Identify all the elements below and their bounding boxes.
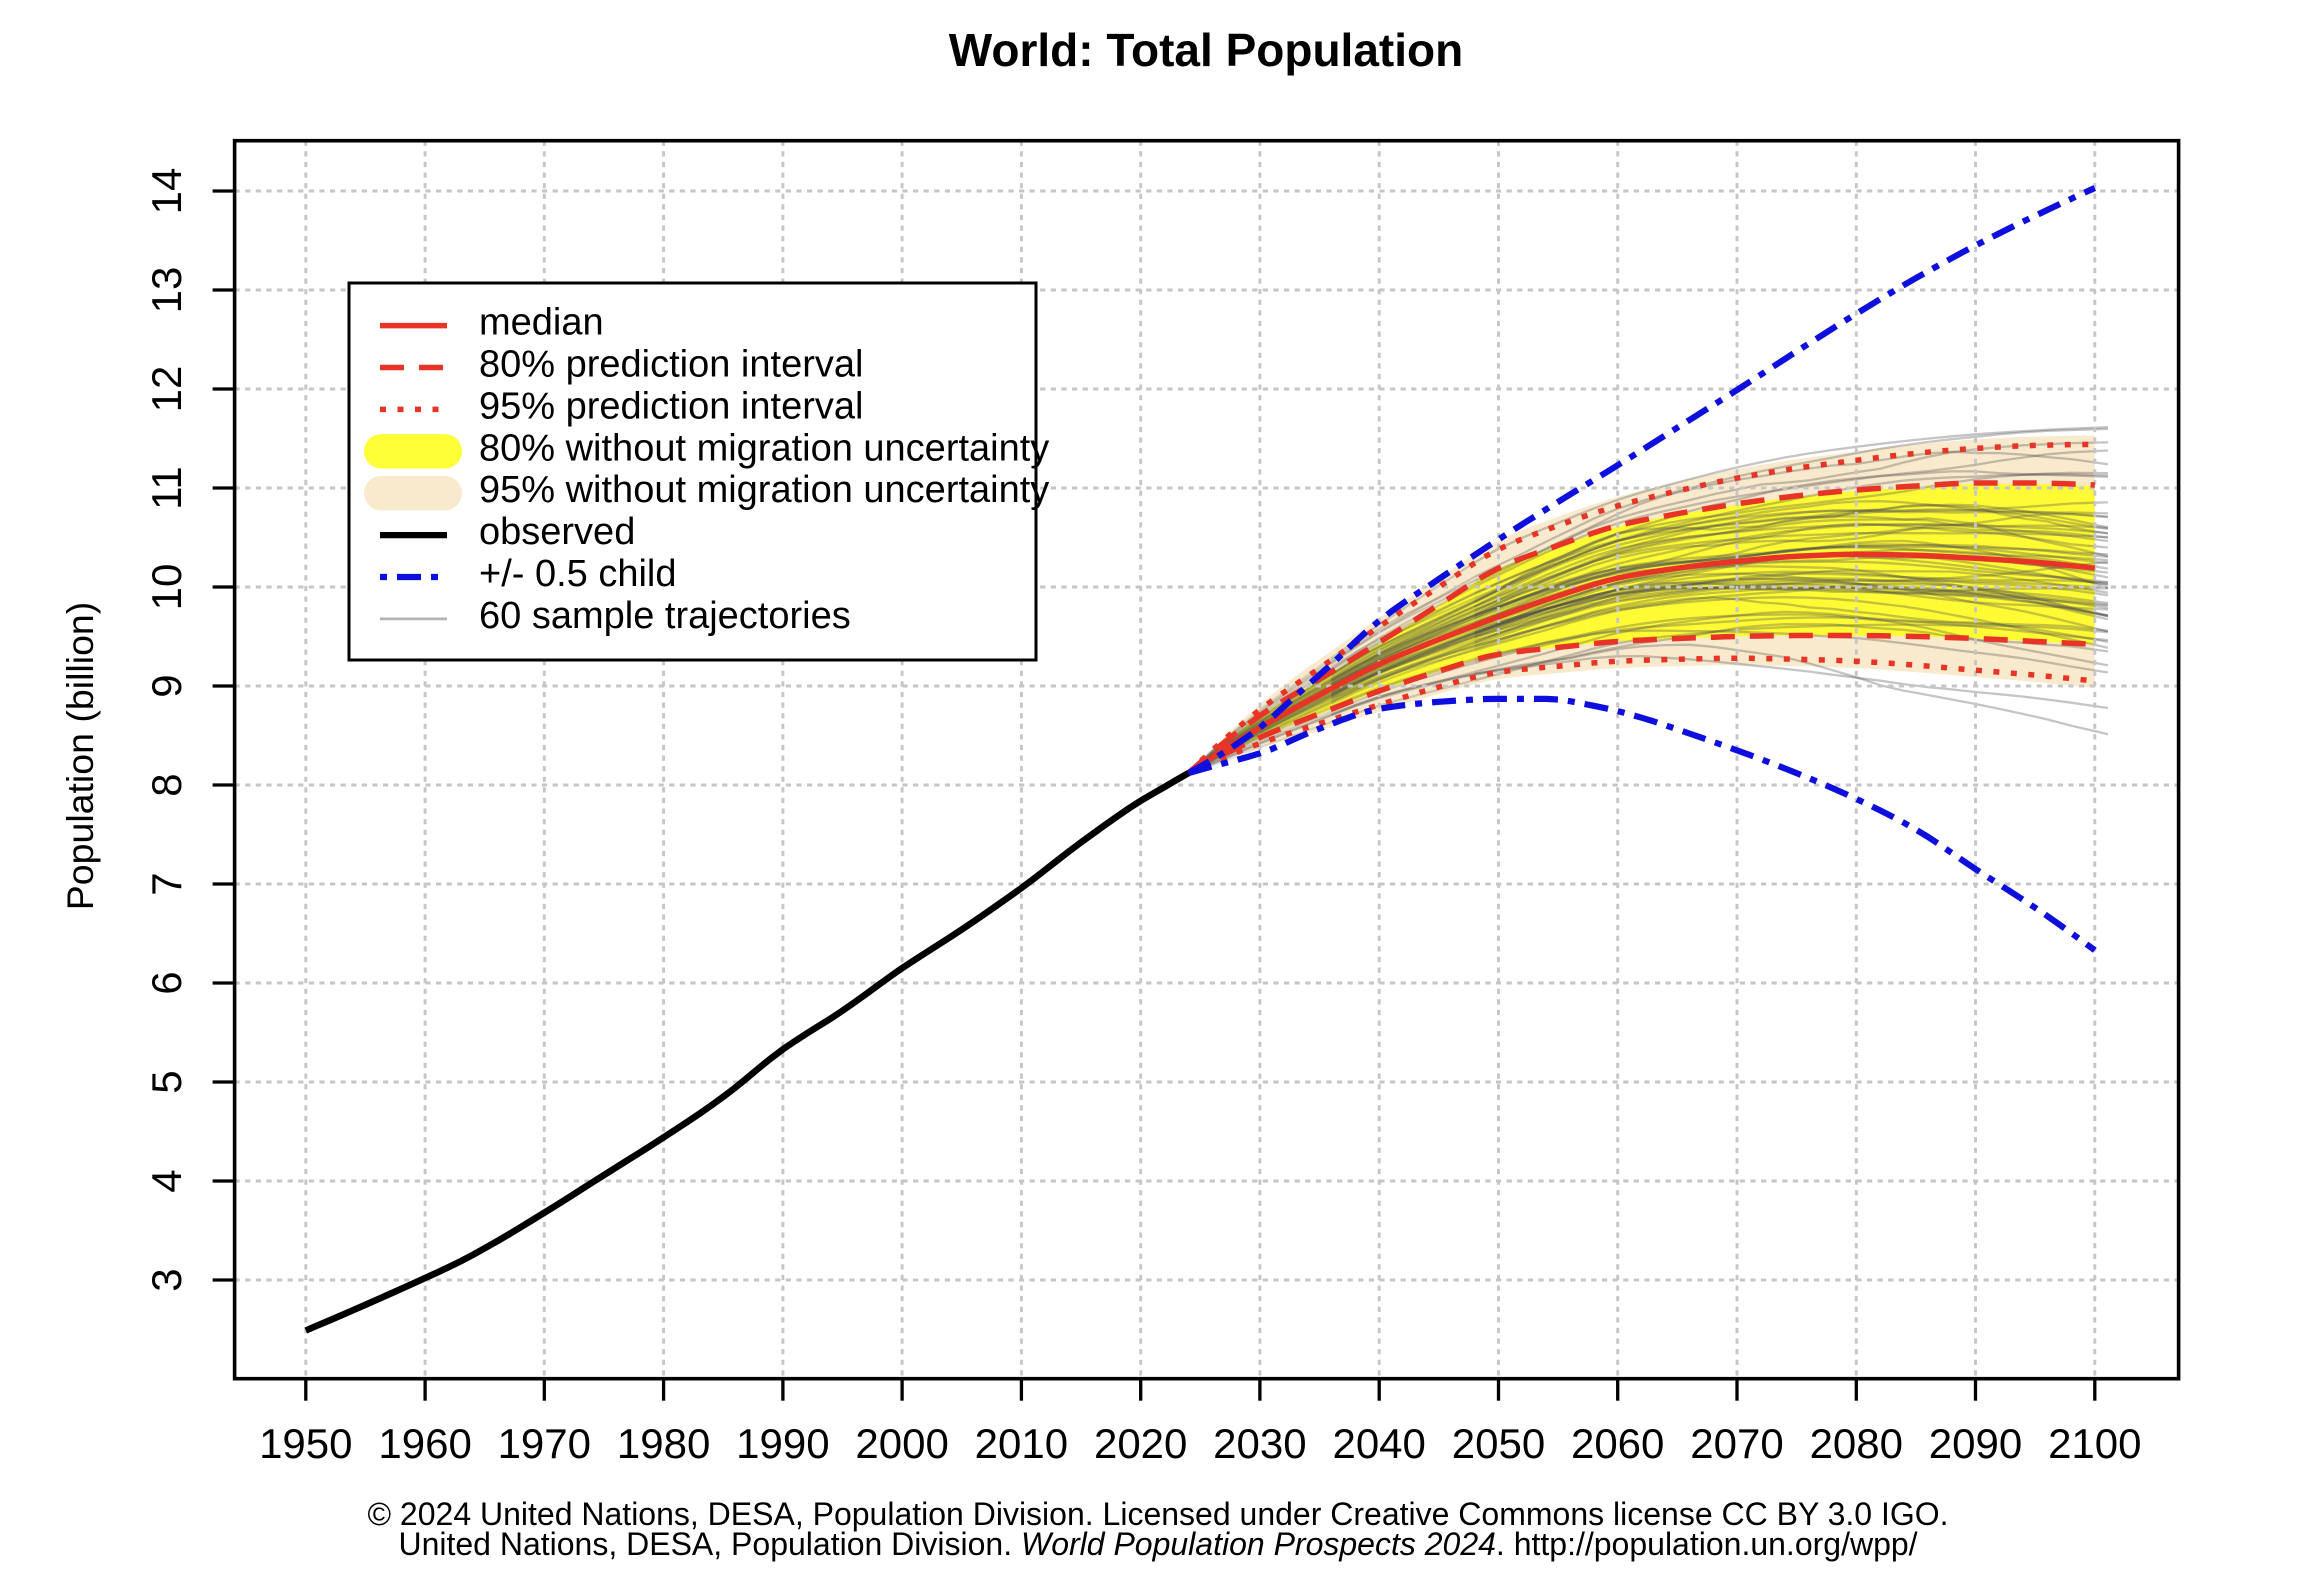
- svg-text:1950: 1950: [259, 1420, 352, 1467]
- svg-text:2060: 2060: [1571, 1420, 1664, 1467]
- svg-text:2050: 2050: [1452, 1420, 1545, 1467]
- svg-text:median: median: [479, 302, 604, 344]
- svg-text:2090: 2090: [1929, 1420, 2022, 1467]
- svg-text:2070: 2070: [1690, 1420, 1783, 1467]
- svg-text:2040: 2040: [1332, 1420, 1425, 1467]
- svg-text:7: 7: [143, 872, 190, 895]
- svg-text:8: 8: [143, 773, 190, 796]
- svg-text:2000: 2000: [855, 1420, 948, 1467]
- svg-text:observed: observed: [479, 511, 635, 553]
- svg-text:1980: 1980: [617, 1420, 710, 1467]
- svg-text:12: 12: [143, 366, 190, 413]
- svg-text:10: 10: [143, 564, 190, 611]
- svg-text:95% without migration uncertai: 95% without migration uncertainty: [479, 469, 1049, 511]
- svg-text:2020: 2020: [1094, 1420, 1187, 1467]
- svg-text:95% prediction interval: 95% prediction interval: [479, 385, 863, 427]
- svg-text:1970: 1970: [498, 1420, 591, 1467]
- svg-text:6: 6: [143, 971, 190, 994]
- svg-text:60 sample trajectories: 60 sample trajectories: [479, 595, 851, 637]
- svg-text:+/- 0.5 child: +/- 0.5 child: [479, 553, 677, 595]
- svg-text:Population (billion): Population (billion): [59, 602, 101, 911]
- svg-text:4: 4: [143, 1169, 190, 1192]
- svg-text:2010: 2010: [975, 1420, 1068, 1467]
- svg-text:1960: 1960: [378, 1420, 471, 1467]
- svg-text:80% without migration uncertai: 80% without migration uncertainty: [479, 427, 1049, 469]
- svg-text:1990: 1990: [736, 1420, 829, 1467]
- svg-text:14: 14: [143, 168, 190, 215]
- svg-text:© 2024 United Nations, DESA, P: © 2024 United Nations, DESA, Population …: [367, 1496, 1948, 1532]
- svg-text:2080: 2080: [1810, 1420, 1903, 1467]
- svg-text:World: Total Population: World: Total Population: [949, 24, 1463, 76]
- svg-text:3: 3: [143, 1268, 190, 1291]
- svg-text:United Nations, DESA, Populati: United Nations, DESA, Population Divisio…: [398, 1526, 1917, 1562]
- svg-text:11: 11: [143, 466, 190, 510]
- svg-text:9: 9: [143, 674, 190, 697]
- svg-text:2030: 2030: [1213, 1420, 1306, 1467]
- svg-text:2100: 2100: [2048, 1420, 2141, 1467]
- svg-text:13: 13: [143, 267, 190, 314]
- svg-text:80% prediction interval: 80% prediction interval: [479, 344, 863, 386]
- svg-text:5: 5: [143, 1070, 190, 1093]
